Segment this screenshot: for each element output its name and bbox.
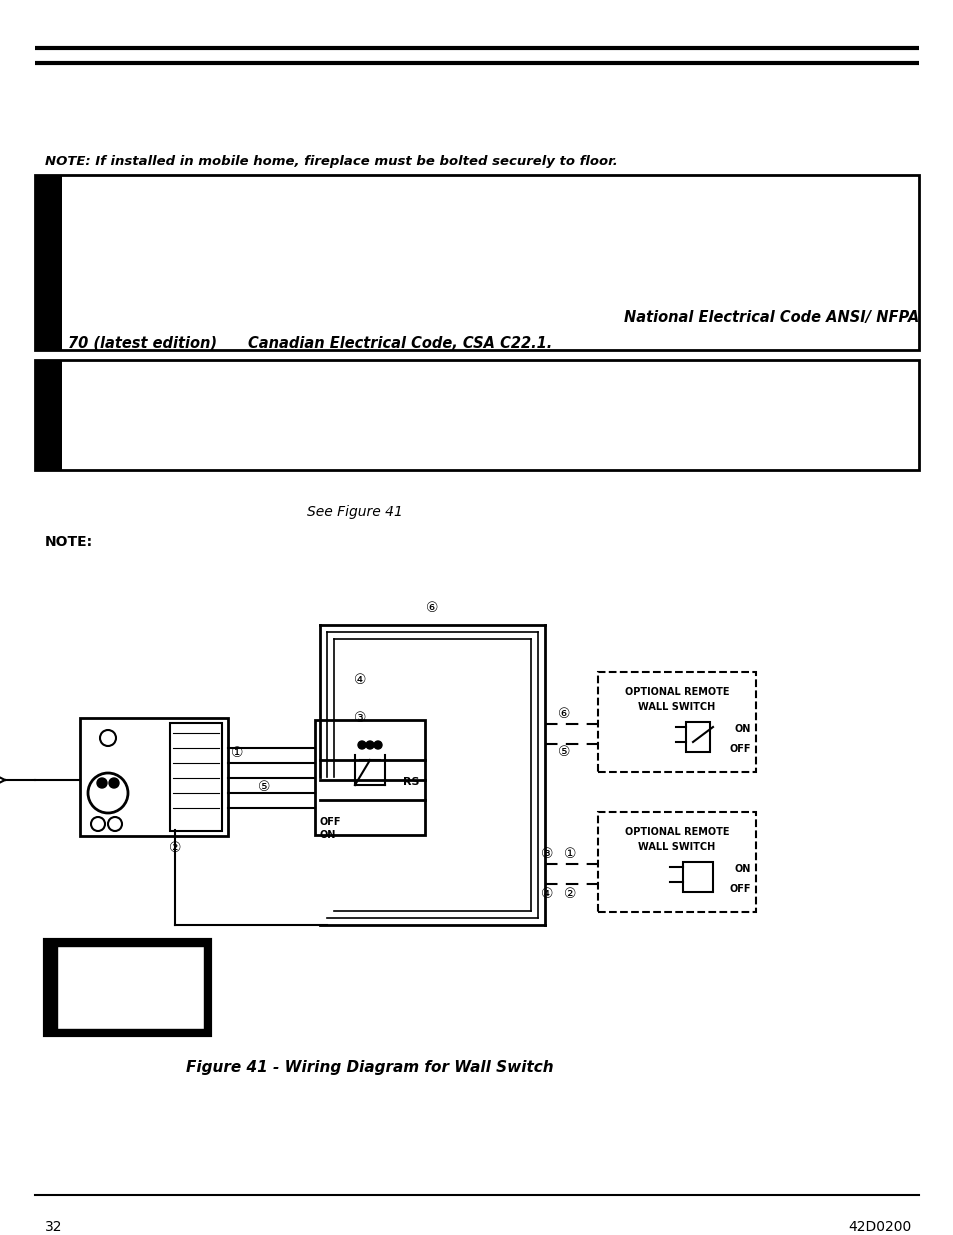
Text: Canadian Electrical Code, CSA C22.1.: Canadian Electrical Code, CSA C22.1. [248,336,552,351]
Text: ④: ④ [540,887,553,902]
Text: Figure 41 - Wiring Diagram for Wall Switch: Figure 41 - Wiring Diagram for Wall Swit… [186,1060,554,1074]
Text: ③: ③ [354,711,366,725]
Text: ①: ① [231,746,243,760]
Text: 42D0200: 42D0200 [848,1220,911,1234]
Text: WALL SWITCH: WALL SWITCH [638,842,715,852]
Text: ⑥: ⑥ [425,601,437,615]
Bar [57,946,204,1029]
Bar [35,175,918,350]
Bar [598,811,755,911]
Text: 70 (latest edition): 70 (latest edition) [68,336,216,351]
Bar [170,722,222,831]
Bar [80,718,228,836]
Text: ①: ① [563,847,576,861]
Text: 32: 32 [45,1220,63,1234]
Bar [682,862,712,892]
Bar [598,672,755,772]
Text: OFF: OFF [319,818,341,827]
Bar [35,359,62,471]
Circle shape [97,778,107,788]
Circle shape [109,778,119,788]
Bar [685,722,709,752]
Text: ⑤: ⑤ [558,745,570,760]
Circle shape [357,741,366,748]
Text: WALL SWITCH: WALL SWITCH [638,701,715,713]
Text: OFF: OFF [729,743,750,755]
Text: ②: ② [563,887,576,902]
Text: ON: ON [734,864,750,874]
Text: RS: RS [403,777,419,787]
Text: ③: ③ [540,847,553,861]
Text: ②: ② [169,841,181,855]
Circle shape [374,741,381,748]
Text: ON: ON [734,724,750,734]
Text: OPTIONAL REMOTE: OPTIONAL REMOTE [624,827,728,837]
Bar [314,720,424,835]
Text: ⑥: ⑥ [558,706,570,721]
Bar [45,940,210,1035]
Text: ON: ON [319,830,336,840]
Text: ⑤: ⑤ [257,781,270,794]
Text: NOTE: If installed in mobile home, fireplace must be bolted securely to floor.: NOTE: If installed in mobile home, firep… [45,156,618,168]
Bar [35,175,62,350]
Text: National Electrical Code ANSI/ NFPA: National Electrical Code ANSI/ NFPA [623,310,918,325]
Text: OFF: OFF [729,884,750,894]
Text: NOTE:: NOTE: [45,535,93,550]
Circle shape [366,741,374,748]
Bar [35,359,918,471]
Text: See Figure 41: See Figure 41 [307,505,402,519]
Text: ④: ④ [354,673,366,687]
Text: OPTIONAL REMOTE: OPTIONAL REMOTE [624,687,728,697]
